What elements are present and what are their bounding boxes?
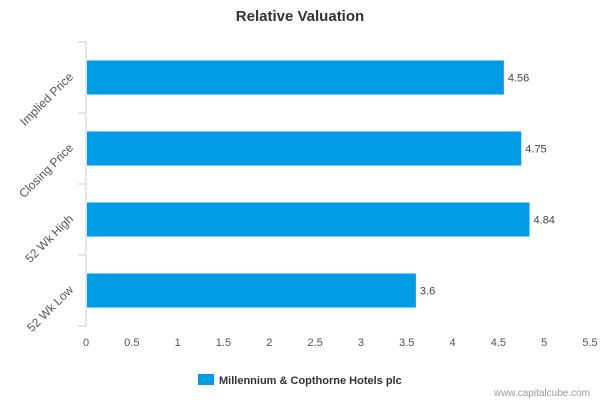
x-tick-label: 3 bbox=[358, 337, 364, 349]
watermark: www.capitalcube.com bbox=[493, 388, 590, 399]
legend-label: Millennium & Copthorne Hotels plc bbox=[219, 375, 402, 387]
chart-title: Relative Valuation bbox=[236, 8, 364, 25]
x-tick-label: 1 bbox=[175, 337, 181, 349]
data-label: 4.75 bbox=[525, 144, 546, 156]
x-tick-label: 3.5 bbox=[399, 337, 414, 349]
legend: Millennium & Copthorne Hotels plc bbox=[198, 374, 402, 387]
bar bbox=[87, 202, 530, 237]
bar bbox=[87, 131, 522, 166]
category-label: 52 Wk Low bbox=[24, 282, 76, 334]
category-label: Implied Price bbox=[17, 69, 76, 128]
bar bbox=[87, 273, 416, 308]
bars bbox=[87, 60, 530, 308]
x-tick-label: 4 bbox=[449, 337, 455, 349]
data-label: 3.6 bbox=[420, 286, 435, 298]
data-label: 4.56 bbox=[508, 73, 529, 85]
category-label: Closing Price bbox=[16, 140, 76, 200]
x-tick-label: 4.5 bbox=[491, 337, 506, 349]
category-label: 52 Wk High bbox=[22, 212, 76, 266]
bar bbox=[87, 60, 504, 95]
x-tick-label: 2 bbox=[266, 337, 272, 349]
x-tick-label: 2.5 bbox=[307, 337, 322, 349]
x-axis-ticks: 0 0.5 1 1.5 2 2.5 3 3.5 4 4.5 5 5.5 bbox=[83, 337, 598, 349]
axes bbox=[78, 41, 87, 327]
legend-swatch bbox=[198, 374, 214, 385]
x-tick-label: 0.5 bbox=[124, 337, 139, 349]
data-labels: 4.56 4.75 4.84 3.6 bbox=[420, 73, 555, 298]
category-labels: Implied Price Closing Price 52 Wk High 52 W… bbox=[16, 69, 76, 334]
data-label: 4.84 bbox=[534, 215, 555, 227]
x-tick-label: 1.5 bbox=[216, 337, 231, 349]
x-tick-label: 0 bbox=[83, 337, 89, 349]
x-tick-label: 5.5 bbox=[582, 337, 597, 349]
x-tick-label: 5 bbox=[541, 337, 547, 349]
